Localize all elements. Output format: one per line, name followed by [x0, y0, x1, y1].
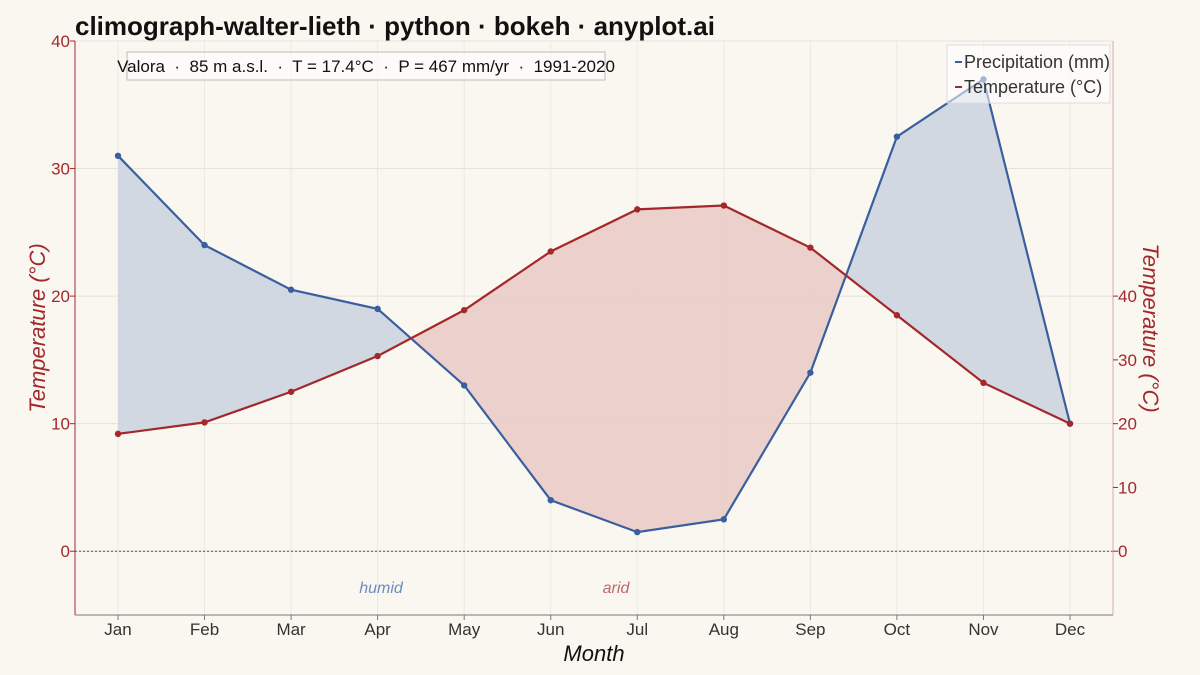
temperature-point-may — [460, 306, 468, 314]
y-tick-right-0: 0 — [1118, 542, 1127, 561]
fill-segment-2 — [291, 289, 378, 392]
temperature-point-aug — [720, 202, 728, 209]
fill-segment-9 — [896, 79, 984, 383]
x-tick-sep: Sep — [795, 620, 825, 639]
precipitation-point-mar — [287, 286, 295, 293]
tick-labels: 0 10 20 30 40 0 10 20 30 40 Jan Feb Mar Apr May Jun Jul A… — [51, 32, 1137, 639]
temperature-point-jan — [114, 430, 122, 438]
x-tick-aug: Aug — [709, 620, 739, 639]
series-points — [114, 76, 1074, 536]
x-tick-dec: Dec — [1055, 620, 1086, 639]
chart-title: climograph-walter-lieth · python · bokeh… — [75, 11, 715, 41]
legend: Precipitation (mm) Temperature (°C) — [946, 44, 1111, 104]
humid-label: humid — [359, 580, 404, 597]
y-tick-left-3: 30 — [51, 160, 70, 179]
precipitation-point-oct — [893, 133, 901, 140]
x-axis-label: Month — [563, 641, 624, 666]
arid-label: arid — [603, 580, 631, 597]
fill-segment-0 — [118, 155, 205, 434]
y-tick-left-2: 20 — [51, 287, 70, 306]
precipitation-line — [117, 77, 1072, 534]
temperature-point-jun — [547, 248, 554, 255]
temperature-line — [117, 204, 1071, 435]
y-tick-right-3: 30 — [1118, 351, 1137, 370]
y-tick-right-1: 10 — [1118, 478, 1137, 497]
precipitation-point-jul — [634, 528, 641, 536]
fill-segment-5 — [550, 209, 638, 533]
fill-segment-3-a — [377, 308, 411, 357]
x-tick-jun: Jun — [537, 620, 564, 639]
temperature-point-feb — [201, 419, 208, 426]
fill-segment-3-b — [410, 310, 465, 386]
fill-segment-8-a — [810, 247, 846, 373]
temperature-point-apr — [374, 352, 381, 360]
fill-segment-4 — [464, 251, 551, 501]
x-tick-oct: Oct — [884, 620, 911, 639]
x-tick-mar: Mar — [276, 620, 306, 639]
y-tick-left-0: 0 — [61, 542, 70, 561]
temperature-point-dec — [1066, 420, 1074, 427]
precipitation-point-jan — [114, 152, 122, 159]
y-tick-right-4: 40 — [1118, 287, 1137, 306]
precipitation-point-aug — [720, 516, 728, 523]
x-tick-jul: Jul — [626, 620, 648, 639]
temperature-point-oct — [893, 312, 901, 319]
axes — [74, 41, 1114, 616]
y-tick-left-4: 40 — [51, 32, 70, 51]
precipitation-point-may — [460, 382, 468, 389]
y-axis-label-left: Temperature (°C) — [25, 243, 50, 412]
precipitation-point-jun — [547, 497, 554, 504]
x-tick-jan: Jan — [104, 620, 131, 639]
x-tick-feb: Feb — [190, 620, 219, 639]
info-text: Valora · 85 m a.s.l. · T = 17.4°C · P = … — [117, 57, 615, 76]
fill-segment-1 — [204, 245, 292, 423]
y-axis-label-right: Temperature (°C) — [1138, 243, 1163, 412]
fill-areas — [118, 79, 1070, 533]
precipitation-point-sep — [807, 369, 814, 376]
legend-label-precipitation: Precipitation (mm) — [964, 52, 1110, 72]
temperature-point-jul — [634, 206, 641, 213]
temperature-point-nov — [980, 379, 987, 387]
fill-segment-8-b — [846, 136, 897, 316]
fill-segment-6 — [637, 205, 724, 533]
y-tick-left-1: 10 — [51, 415, 70, 434]
fill-segment-7 — [723, 205, 811, 520]
x-tick-may: May — [448, 620, 481, 639]
x-tick-nov: Nov — [968, 620, 999, 639]
series-lines — [117, 77, 1072, 534]
x-tick-apr: Apr — [364, 620, 391, 639]
precipitation-point-apr — [374, 305, 381, 313]
y-tick-right-2: 20 — [1118, 415, 1137, 434]
legend-label-temperature: Temperature (°C) — [964, 77, 1102, 97]
temperature-point-mar — [287, 388, 295, 395]
temperature-point-sep — [807, 244, 814, 251]
info-box: Valora · 85 m a.s.l. · T = 17.4°C · P = … — [117, 51, 615, 81]
precipitation-point-feb — [201, 241, 208, 249]
